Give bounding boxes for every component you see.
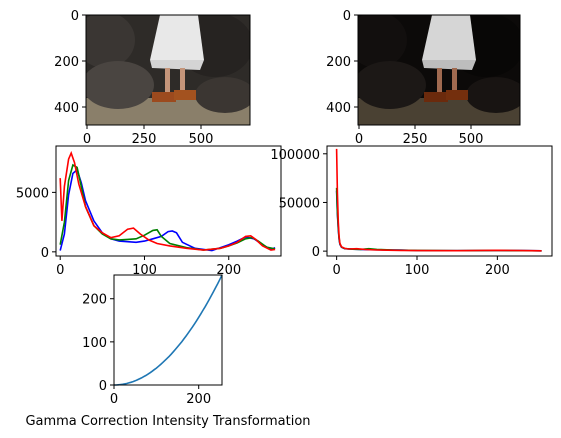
image-a-xtick-0: 0 (83, 132, 91, 147)
hist-a-xtick-label: 100 (132, 263, 157, 278)
hist-b-ytick-label: 50000 (279, 196, 320, 211)
image-a-yticks: 0 200 400 (54, 9, 86, 116)
gamma-ytick-label: 200 (82, 293, 107, 308)
image-b-xtick-2: 500 (459, 132, 484, 147)
image-b-ytick-0: 0 (343, 9, 351, 24)
gamma-xtick-label: 0 (110, 392, 118, 407)
image-b-xtick-1: 250 (403, 132, 428, 147)
image-a-xtick-1: 250 (132, 132, 157, 147)
image-a-xtick-2: 500 (189, 132, 214, 147)
gamma-ytick-label: 100 (82, 336, 107, 351)
image-b-xtick-0: 0 (355, 132, 363, 147)
hist-b-series-red (335, 148, 542, 252)
hist-a-xtick-label: 0 (56, 263, 64, 278)
gamma-axes-frame (113, 274, 223, 386)
hist-a-series-green (59, 163, 276, 251)
hist-b-ytick-label: 100000 (270, 148, 320, 163)
hist-b-series-blue (335, 190, 542, 252)
image-b-yticks: 0 200 400 (326, 9, 358, 116)
photo-original (86, 15, 250, 125)
hist-b-series-green (335, 187, 542, 252)
hist-a-ytick-label: 5000 (16, 186, 49, 201)
image-b-ytick-1: 200 (326, 55, 351, 70)
figure-caption: Gamma Correction Intensity Transformatio… (25, 414, 310, 429)
image-panel-gamma-corrected: 0 200 400 0 250 500 (326, 9, 521, 147)
hist-b-ytick-label: 0 (312, 245, 320, 260)
hist-b-xtick-label: 0 (333, 263, 341, 278)
histogram-gamma-corrected: 0 100 200 0 50000 100000 (270, 145, 553, 278)
image-a-ytick-2: 400 (54, 101, 79, 116)
hist-a-series-red (59, 150, 276, 251)
hist-b-xtick-label: 100 (405, 263, 430, 278)
hist-a-ytick-label: 0 (41, 246, 49, 261)
image-a-xticks: 0 250 500 (83, 125, 214, 147)
image-b-xticks: 0 250 500 (355, 125, 484, 147)
image-a-ytick-0: 0 (71, 9, 79, 24)
hist-a-axes-frame (55, 145, 282, 257)
image-b-ytick-2: 400 (326, 101, 351, 116)
histogram-original: 0 100 200 0 5000 (16, 145, 282, 278)
transformation-curve-plot: 0 200 0 100 200 (82, 274, 223, 407)
image-a-ytick-1: 200 (54, 55, 79, 70)
image-panel-original: 0 200 400 0 250 500 (54, 9, 251, 147)
hist-b-axes-frame (326, 145, 553, 257)
gamma-ytick-label: 0 (99, 379, 107, 394)
gamma-series-curve (114, 274, 223, 386)
hist-a-xtick-label: 200 (216, 263, 241, 278)
hist-b-xtick-label: 200 (485, 263, 510, 278)
gamma-xtick-label: 200 (186, 392, 211, 407)
photo-gamma-corrected (358, 15, 520, 125)
